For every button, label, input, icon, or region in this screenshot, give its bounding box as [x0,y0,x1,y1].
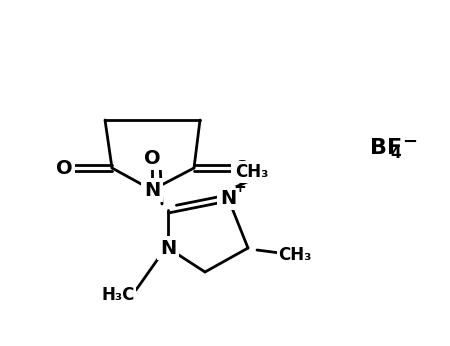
Text: N: N [220,189,236,208]
Text: O: O [56,158,72,177]
Text: H₃C: H₃C [101,286,135,304]
Text: CH₃: CH₃ [235,163,269,181]
Text: O: O [234,158,250,177]
Text: 4: 4 [391,146,401,162]
Text: O: O [144,148,160,167]
Text: N: N [160,238,176,257]
Text: CH₃: CH₃ [278,246,312,264]
Text: +: + [234,181,247,195]
Text: N: N [144,181,160,200]
Text: −: − [402,133,418,151]
Text: BF: BF [370,138,402,158]
